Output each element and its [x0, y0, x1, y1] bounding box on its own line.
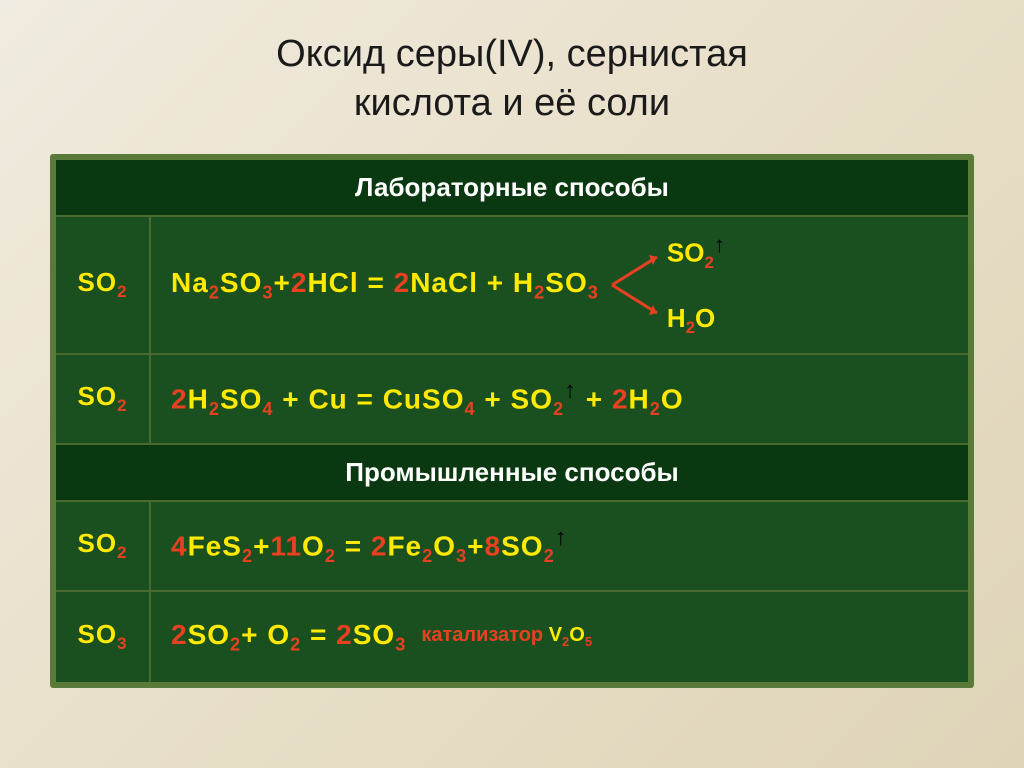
- branch-product-2: H2O: [667, 303, 725, 338]
- table-row: SO3 2SO2+ O2 = 2SO3 катализатор V2O5: [56, 592, 968, 682]
- row-content: 2SO2+ O2 = 2SO3 катализатор V2O5: [151, 592, 968, 682]
- reactions-table: Лабораторные способы SO2 Na2SO3+2HCl = 2…: [50, 154, 974, 688]
- reaction-equation: Na2SO3+2HCl = 2NaCl + H2SO3: [171, 267, 599, 304]
- row-label: SO2: [56, 355, 151, 443]
- decomposition-branch: SO2↑ H2O: [607, 232, 725, 338]
- branch-product-1: SO2↑: [667, 232, 725, 273]
- label-formula: SO2: [78, 528, 128, 563]
- label-formula: SO2: [78, 267, 128, 302]
- label-formula: SO3: [78, 619, 128, 654]
- table-row: SO2 4FeS2+11O2 = 2Fe2O3+8SO2↑: [56, 502, 968, 592]
- row-label: SO2: [56, 502, 151, 590]
- section-header-lab: Лабораторные способы: [56, 160, 968, 217]
- row-content: 2H2SO4 + Cu = CuSO4 + SO2↑ + 2H2O: [151, 355, 968, 443]
- reaction-equation: 4FeS2+11O2 = 2Fe2O3+8SO2↑: [171, 524, 568, 567]
- section-header-industrial: Промышленные способы: [56, 445, 968, 502]
- branch-arrows-icon: [607, 245, 667, 325]
- title-line-2: кислота и её соли: [354, 82, 670, 124]
- row-content: Na2SO3+2HCl = 2NaCl + H2SO3 SO2↑ H2O: [151, 217, 968, 353]
- section-header-industrial-text: Промышленные способы: [345, 457, 678, 487]
- table-row: SO2 2H2SO4 + Cu = CuSO4 + SO2↑ + 2H2O: [56, 355, 968, 445]
- row-content: 4FeS2+11O2 = 2Fe2O3+8SO2↑: [151, 502, 968, 590]
- row-label: SO2: [56, 217, 151, 353]
- row-label: SO3: [56, 592, 151, 682]
- slide-title: Оксид серы(IV), сернистая кислота и её с…: [50, 30, 974, 129]
- catalyst-note: катализатор V2O5: [421, 624, 592, 649]
- table-row: SO2 Na2SO3+2HCl = 2NaCl + H2SO3 SO2↑: [56, 217, 968, 355]
- label-formula: SO2: [78, 381, 128, 416]
- section-header-lab-text: Лабораторные способы: [355, 172, 669, 202]
- reaction-equation: 2SO2+ O2 = 2SO3: [171, 619, 406, 656]
- reaction-equation: 2H2SO4 + Cu = CuSO4 + SO2↑ + 2H2O: [171, 377, 684, 420]
- title-line-1: Оксид серы(IV), сернистая: [276, 33, 748, 75]
